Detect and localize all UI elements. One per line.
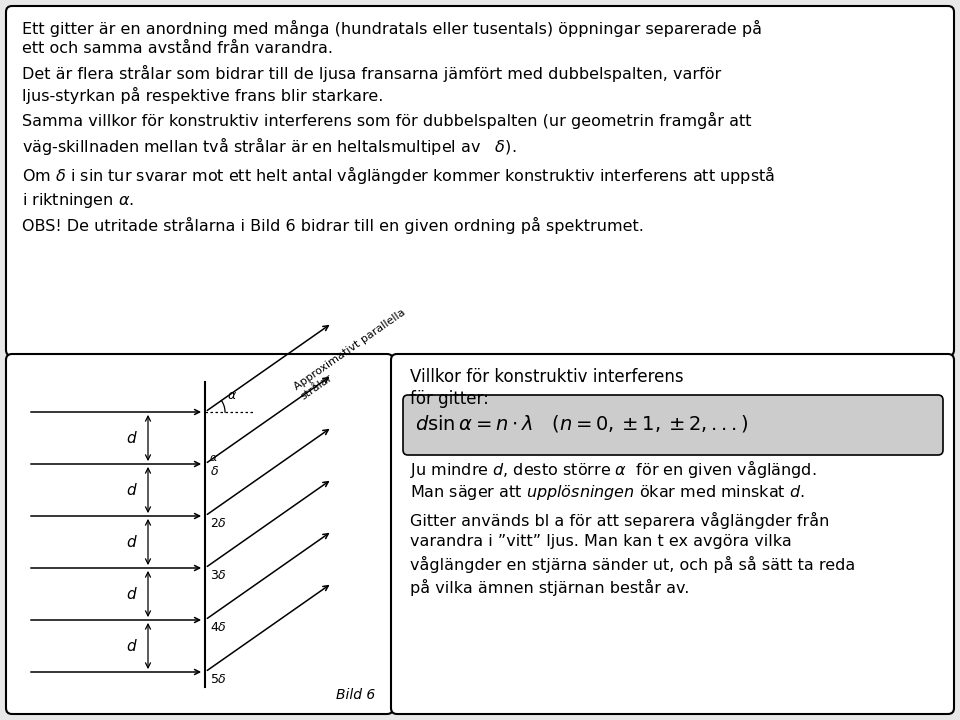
Text: $d$: $d$ xyxy=(126,534,138,550)
Text: $5\delta$: $5\delta$ xyxy=(210,673,227,686)
Text: Gitter används bl a för att separera våglängder från
varandra i ”vitt” ljus. Man: Gitter används bl a för att separera våg… xyxy=(410,512,855,596)
Text: Villkor för konstruktiv interferens: Villkor för konstruktiv interferens xyxy=(410,368,684,386)
Text: Om $\delta$ i sin tur svarar mot ett helt antal våglängder kommer konstruktiv in: Om $\delta$ i sin tur svarar mot ett hel… xyxy=(22,164,775,210)
Text: $d$: $d$ xyxy=(126,482,138,498)
FancyBboxPatch shape xyxy=(403,395,943,455)
Text: för gitter:: för gitter: xyxy=(410,390,489,408)
Text: Ju mindre $d$, desto större $\alpha$  för en given våglängd.: Ju mindre $d$, desto större $\alpha$ för… xyxy=(410,458,816,480)
Text: Ett gitter är en anordning med många (hundratals eller tusentals) öppningar sepa: Ett gitter är en anordning med många (hu… xyxy=(22,20,762,56)
Text: $4\delta$: $4\delta$ xyxy=(210,621,227,634)
Text: $d$: $d$ xyxy=(126,586,138,602)
Text: $d\sin\alpha = n \cdot \lambda$   $(n = 0, \pm 1, \pm 2, ...)$: $d\sin\alpha = n \cdot \lambda$ $(n = 0,… xyxy=(415,413,749,434)
Text: Approximativt parallella
strålar: Approximativt parallella strålar xyxy=(293,307,414,402)
Text: $2\delta$: $2\delta$ xyxy=(210,517,227,530)
Text: $\alpha$: $\alpha$ xyxy=(227,389,237,402)
Text: OBS! De utritade strålarna i Bild 6 bidrar till en given ordning på spektrumet.: OBS! De utritade strålarna i Bild 6 bidr… xyxy=(22,217,644,234)
Text: Man säger att $\mathit{upplösningen}$ ökar med minskat $d$.: Man säger att $\mathit{upplösningen}$ ök… xyxy=(410,483,804,502)
Text: $3\delta$: $3\delta$ xyxy=(210,569,227,582)
Text: $d$: $d$ xyxy=(126,638,138,654)
Text: $\delta$: $\delta$ xyxy=(210,465,219,478)
FancyBboxPatch shape xyxy=(391,354,954,714)
Text: Det är flera strålar som bidrar till de ljusa fransarna jämfört med dubbelspalte: Det är flera strålar som bidrar till de … xyxy=(22,65,721,104)
Text: Samma villkor för konstruktiv interferens som för dubbelspalten (ur geometrin fr: Samma villkor för konstruktiv interferen… xyxy=(22,112,752,157)
Text: Bild 6: Bild 6 xyxy=(336,688,375,702)
Text: $\alpha$: $\alpha$ xyxy=(209,453,218,463)
FancyBboxPatch shape xyxy=(6,354,393,714)
FancyBboxPatch shape xyxy=(6,6,954,356)
Text: $d$: $d$ xyxy=(126,430,138,446)
